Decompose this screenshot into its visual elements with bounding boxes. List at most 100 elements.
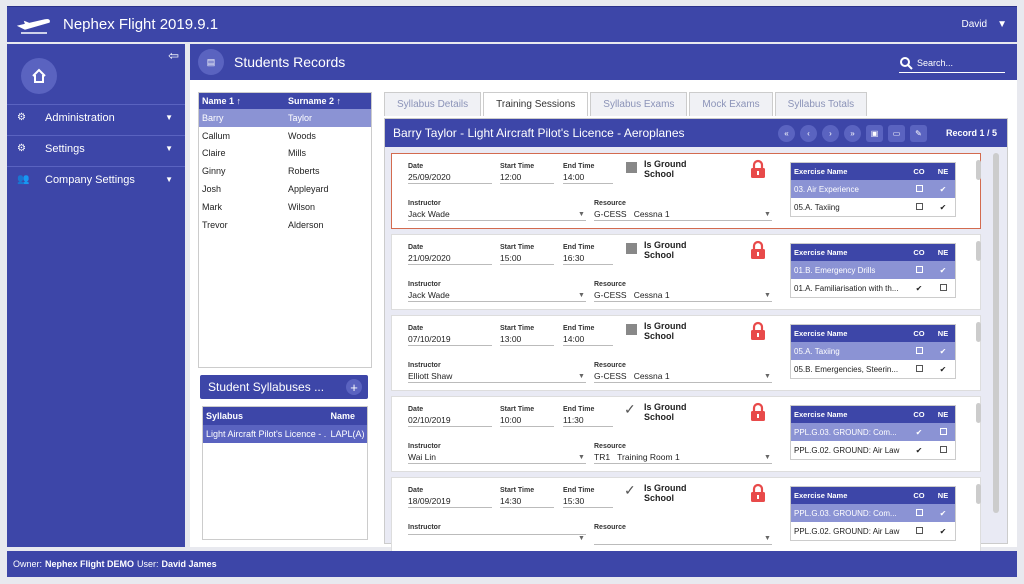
checkbox[interactable]	[939, 283, 947, 291]
ground-school-checked-icon[interactable]: ✓	[624, 401, 636, 417]
instructor-select[interactable]: Elliott Shaw	[408, 371, 586, 383]
next-record-button[interactable]: ›	[821, 124, 839, 142]
ne-cell[interactable]	[931, 283, 955, 293]
co-cell[interactable]	[907, 265, 931, 275]
exercise-row[interactable]: 03. Air Experience ✔	[791, 180, 955, 198]
end-time-field[interactable]: 14:00	[563, 334, 613, 346]
column-header-name[interactable]: Name	[330, 411, 355, 421]
chevron-down-icon[interactable]: ▼	[578, 211, 585, 218]
card-scrollbar[interactable]	[976, 322, 981, 342]
checkbox[interactable]	[915, 346, 923, 354]
table-row[interactable]: Ginny Roberts	[199, 162, 371, 180]
co-cell[interactable]	[907, 526, 931, 536]
chevron-down-icon[interactable]: ▼	[578, 535, 585, 542]
exercise-row[interactable]: PPL.G.02. GROUND: Air Law ✔	[791, 522, 955, 540]
table-row[interactable]: Claire Mills	[199, 145, 371, 163]
vertical-scrollbar[interactable]	[993, 153, 999, 513]
table-row[interactable]: Light Aircraft Pilot's Licence - ... LAP…	[203, 425, 367, 443]
end-time-field[interactable]: 14:00	[563, 172, 613, 184]
checkbox[interactable]	[915, 508, 923, 516]
session-card[interactable]: Date 25/09/2020 Start Time 12:00 End Tim…	[391, 153, 981, 229]
co-cell[interactable]: ✔	[907, 446, 931, 455]
co-cell[interactable]	[907, 202, 931, 212]
card-scrollbar[interactable]	[976, 160, 981, 180]
lock-icon[interactable]	[750, 321, 766, 341]
instructor-select[interactable]: Wai Lin	[408, 452, 586, 464]
ne-cell[interactable]: ✔	[931, 266, 955, 275]
chevron-down-icon[interactable]: ▼	[764, 211, 771, 218]
ground-school-checkbox[interactable]	[626, 162, 637, 173]
resource-select[interactable]: G-CESS Cessna 1	[594, 209, 772, 221]
exercise-row[interactable]: 05.B. Emergencies, Steerin... ✔	[791, 360, 955, 378]
checkbox[interactable]	[915, 364, 923, 372]
tab-syllabus-details[interactable]: Syllabus Details	[384, 92, 482, 116]
column-header-surname[interactable]: Surname 2 ↑	[288, 96, 342, 106]
chevron-down-icon[interactable]: ▼	[578, 292, 585, 299]
start-time-field[interactable]: 10:00	[500, 415, 554, 427]
chevron-down-icon[interactable]: ▼	[764, 454, 771, 461]
checkbox[interactable]	[915, 526, 923, 534]
instructor-select[interactable]: Jack Wade	[408, 290, 586, 302]
checkbox[interactable]	[915, 202, 923, 210]
chevron-down-icon[interactable]: ▼	[764, 292, 771, 299]
exercise-row[interactable]: 05.A. Taxiing ✔	[791, 198, 955, 216]
card-scrollbar[interactable]	[976, 403, 981, 423]
ne-cell[interactable]	[931, 445, 955, 455]
collapse-arrow-icon[interactable]: ⇦	[168, 48, 179, 63]
exercise-row[interactable]: PPL.G.03. GROUND: Com... ✔	[791, 504, 955, 522]
start-time-field[interactable]: 15:00	[500, 253, 554, 265]
ne-cell[interactable]	[931, 427, 955, 437]
column-header-syllabus[interactable]: Syllabus	[206, 411, 244, 421]
previous-record-button[interactable]: ‹	[799, 124, 817, 142]
column-header-name[interactable]: Name 1 ↑	[202, 96, 242, 106]
end-time-field[interactable]: 11:30	[563, 415, 613, 427]
session-card[interactable]: Date 21/09/2020 Start Time 15:00 End Tim…	[391, 234, 981, 310]
session-card[interactable]: Date 07/10/2019 Start Time 13:00 End Tim…	[391, 315, 981, 391]
checkbox[interactable]	[939, 427, 947, 435]
start-time-field[interactable]: 13:00	[500, 334, 554, 346]
date-field[interactable]: 25/09/2020	[408, 172, 492, 184]
exercise-row[interactable]: 01.A. Familiarisation with th... ✔	[791, 279, 955, 297]
ne-cell[interactable]: ✔	[931, 347, 955, 356]
sidebar-item-settings[interactable]: ⚙ Settings ▼	[7, 135, 185, 161]
ground-school-checkbox[interactable]	[626, 243, 637, 254]
checkbox[interactable]	[939, 445, 947, 453]
end-time-field[interactable]: 15:30	[563, 496, 613, 508]
user-menu[interactable]: David ▼	[962, 19, 1007, 30]
table-row[interactable]: Callum Woods	[199, 127, 371, 145]
resource-select[interactable]: G-CESS Cessna 1	[594, 290, 772, 302]
instructor-select[interactable]	[408, 533, 586, 535]
end-time-field[interactable]: 16:30	[563, 253, 613, 265]
ne-cell[interactable]: ✔	[931, 527, 955, 536]
lock-icon[interactable]	[750, 240, 766, 260]
folder-upload-icon[interactable]: ▣	[865, 124, 883, 142]
date-field[interactable]: 07/10/2019	[408, 334, 492, 346]
table-row[interactable]: Josh Appleyard	[199, 180, 371, 198]
resource-select[interactable]: TR1 Training Room 1	[594, 452, 772, 464]
ground-school-checkbox[interactable]	[626, 324, 637, 335]
card-scrollbar[interactable]	[976, 241, 981, 261]
co-cell[interactable]	[907, 508, 931, 518]
add-syllabus-button[interactable]: +	[346, 379, 362, 395]
resource-select[interactable]: G-CESS Cessna 1	[594, 371, 772, 383]
lock-icon[interactable]	[750, 483, 766, 503]
ne-cell[interactable]: ✔	[931, 203, 955, 212]
co-cell[interactable]	[907, 184, 931, 194]
checkbox[interactable]	[915, 184, 923, 192]
chevron-down-icon[interactable]: ▼	[764, 535, 771, 542]
tab-syllabus-totals[interactable]: Syllabus Totals	[774, 92, 868, 116]
exercise-row[interactable]: PPL.G.03. GROUND: Com... ✔	[791, 423, 955, 441]
co-cell[interactable]	[907, 364, 931, 374]
edit-document-icon[interactable]: ✎	[909, 124, 927, 142]
sidebar-item-administration[interactable]: ⚙ Administration ▼	[7, 104, 185, 130]
checkbox[interactable]	[915, 265, 923, 273]
exercise-row[interactable]: 05.A. Taxiing ✔	[791, 342, 955, 360]
first-record-button[interactable]: «	[777, 124, 795, 142]
instructor-select[interactable]: Jack Wade	[408, 209, 586, 221]
card-scrollbar[interactable]	[976, 484, 981, 504]
tab-mock-exams[interactable]: Mock Exams	[689, 92, 773, 116]
exercise-row[interactable]: 01.B. Emergency Drills ✔	[791, 261, 955, 279]
chevron-down-icon[interactable]: ▼	[578, 454, 585, 461]
chevron-down-icon[interactable]: ▼	[764, 373, 771, 380]
session-card[interactable]: Date 02/10/2019 Start Time 10:00 End Tim…	[391, 396, 981, 472]
